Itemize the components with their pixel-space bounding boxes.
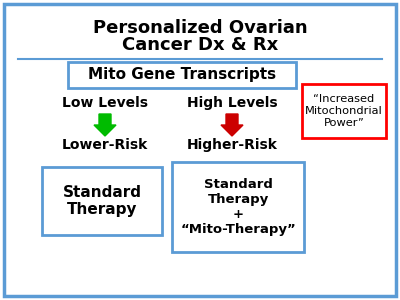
Text: High Levels: High Levels — [187, 96, 277, 110]
FancyArrow shape — [94, 114, 116, 136]
Text: Lower-Risk: Lower-Risk — [62, 138, 148, 152]
Text: Low Levels: Low Levels — [62, 96, 148, 110]
FancyBboxPatch shape — [68, 62, 296, 88]
FancyBboxPatch shape — [42, 167, 162, 235]
Text: “Increased
Mitochondrial
Power”: “Increased Mitochondrial Power” — [305, 94, 383, 128]
Text: Standard
Therapy: Standard Therapy — [62, 185, 142, 217]
Text: Mito Gene Transcripts: Mito Gene Transcripts — [88, 68, 276, 82]
Text: Standard
Therapy
+
“Mito-Therapy”: Standard Therapy + “Mito-Therapy” — [180, 178, 296, 236]
FancyBboxPatch shape — [4, 4, 396, 296]
FancyArrow shape — [221, 114, 243, 136]
Text: Personalized Ovarian: Personalized Ovarian — [93, 19, 307, 37]
Text: Cancer Dx & Rx: Cancer Dx & Rx — [122, 36, 278, 54]
FancyBboxPatch shape — [172, 162, 304, 252]
Text: Higher-Risk: Higher-Risk — [186, 138, 278, 152]
FancyBboxPatch shape — [302, 84, 386, 138]
